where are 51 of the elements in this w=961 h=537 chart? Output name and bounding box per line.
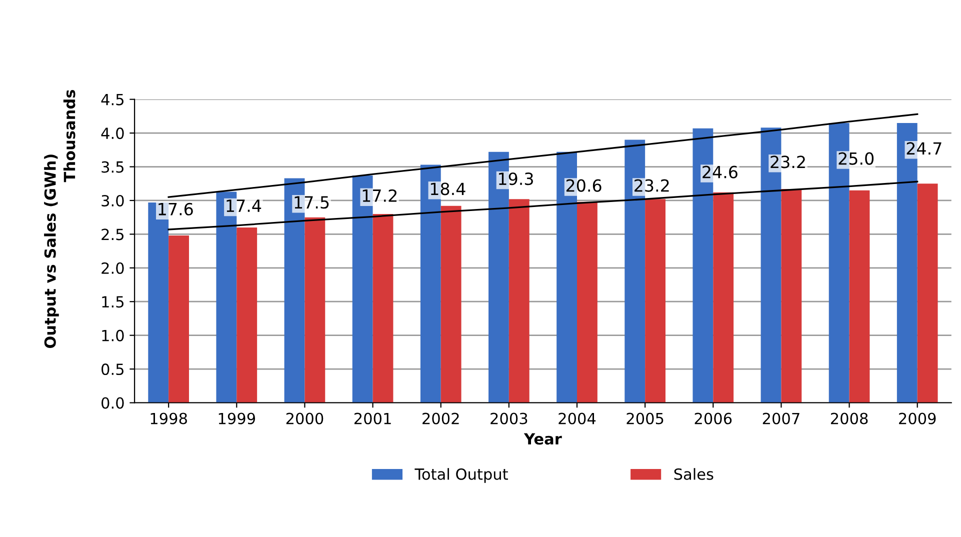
text: Thousands [63,90,76,182]
x-tick-label: 2008 [830,412,868,424]
y-tick-label: 4.0 [101,128,124,140]
annotation: 17.6 [158,202,193,216]
y-tick-label: 3.0 [102,194,124,206]
annotation: 18.4 [430,182,466,196]
annotation: 23.2 [634,179,669,192]
y-tick-label: 0.0 [102,397,124,409]
y-tick-label: 0.5 [102,364,124,376]
y-tick-label: 2.5 [102,228,124,240]
x-tick-label: 2003 [490,412,528,424]
annotation: 23.2 [770,156,805,168]
bar [849,190,870,403]
annotation: 20.6 [566,179,602,192]
bar [440,206,462,403]
y-tick-label: 4.5 [101,94,124,106]
x-tick-label: 2009 [899,412,936,424]
y-tick-label: 2.0 [102,262,124,274]
bar [168,236,189,403]
annotation: 24.7 [906,142,942,155]
legend-label: Sales [674,468,714,480]
bar [236,227,258,403]
x-tick-label: 2001 [354,412,391,424]
y-tick-label: 1.0 [102,330,124,342]
x-tick-label: 2006 [694,412,732,424]
annotation: 25.0 [838,152,874,165]
x-axis-title: Year [524,433,562,445]
bar [645,199,666,403]
annotation: 17.4 [226,200,262,212]
x-tick-label: 2007 [762,412,800,424]
x-tick-label: 1999 [218,412,256,424]
annotation: 24.6 [702,166,738,178]
annotation: 17.5 [294,196,329,209]
bar [577,202,598,403]
bar [508,199,530,403]
legend-label: Total Output [414,468,508,483]
annotation: 17.2 [362,189,396,202]
bar [372,214,394,403]
x-tick-label: 2004 [558,412,596,424]
x-tick-label: 2002 [422,412,459,424]
bar [781,189,802,403]
y-axis-title: Output vs Sales (GWh) [44,154,59,348]
y-tick-label: 3.5 [102,161,124,173]
y-tick-label: 1.5 [102,296,124,308]
x-tick-label: 2000 [286,412,324,424]
bar [917,184,938,403]
x-tick-label: 2005 [626,412,664,424]
bar [304,217,326,403]
bar [713,192,734,403]
x-tick-label: 1998 [150,412,187,424]
annotation: 19.3 [499,172,533,186]
